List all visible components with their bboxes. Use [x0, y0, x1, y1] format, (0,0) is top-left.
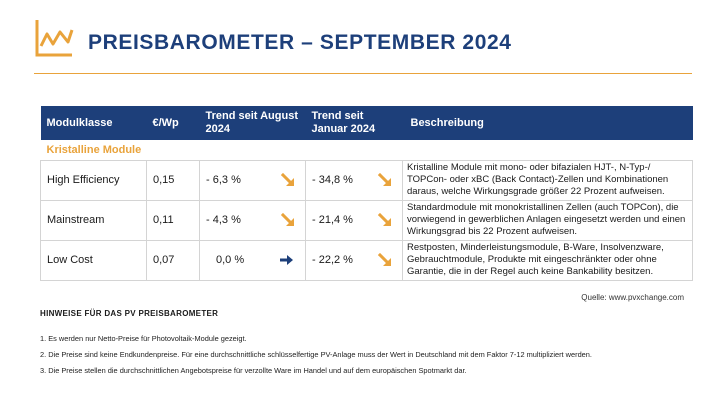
trend-value: - 34,8 % — [312, 174, 353, 186]
column-header-trend-januar: Trend seit Januar 2024 — [311, 110, 376, 135]
note-item: 3. Die Preise stellen die durchschnittli… — [40, 366, 467, 375]
cell-preis: 0,11 — [146, 200, 200, 241]
cell-trend-januar: - 34,8 % — [305, 160, 403, 201]
column-header-trend-august: Trend seit August 2024 — [205, 110, 299, 135]
cell-modulklasse: High Efficiency — [40, 160, 147, 201]
title-divider — [34, 73, 692, 74]
column-header-modulklasse: Modulklasse — [46, 116, 113, 129]
arrow-down-right-icon — [378, 213, 391, 226]
trend-value: 0,0 % — [216, 254, 245, 266]
table-header-row: Modulklasse €/Wp Trend seit August 2024 … — [40, 106, 693, 140]
cell-trend-august: - 4,3 % — [199, 200, 306, 241]
table-row: Mainstream 0,11 - 4,3 % - 21,4 % — [40, 200, 693, 241]
cell-modulklasse: Mainstream — [40, 200, 147, 241]
cell-preis: 0,07 — [146, 240, 200, 281]
cell-beschreibung: Standardmodule mit monokristallinen Zell… — [402, 200, 693, 241]
trend-value: - 21,4 % — [312, 214, 353, 226]
cell-beschreibung: Restposten, Minderleistungsmodule, B-War… — [402, 240, 693, 281]
arrow-down-right-icon — [378, 173, 391, 186]
trend-value: - 4,3 % — [206, 214, 241, 226]
price-table: Modulklasse €/Wp Trend seit August 2024 … — [40, 106, 693, 281]
column-header-preis: €/Wp — [152, 116, 179, 129]
arrow-right-icon — [280, 255, 293, 265]
column-header-beschreibung: Beschreibung — [410, 116, 484, 129]
cell-preis: 0,15 — [146, 160, 200, 201]
cell-trend-august: 0,0 % — [199, 240, 306, 281]
note-item: 1. Es werden nur Netto-Preise für Photov… — [40, 334, 247, 343]
cell-beschreibung: Kristalline Module mit mono- oder bifazi… — [402, 160, 693, 201]
source-label: Quelle: www.pvxchange.com — [581, 293, 684, 302]
table-row: High Efficiency 0,15 - 6,3 % - 34,8 % — [40, 160, 693, 201]
notes-heading: HINWEISE FÜR DAS PV PREISBAROMETER — [40, 309, 219, 318]
trend-value: - 6,3 % — [206, 174, 241, 186]
trend-chart-icon — [35, 20, 74, 57]
cell-modulklasse: Low Cost — [40, 240, 147, 281]
cell-trend-januar: - 21,4 % — [305, 200, 403, 241]
table-row: Low Cost 0,07 0,0 % - 22,2 % — [40, 240, 693, 281]
group-label: Kristalline Module — [40, 140, 693, 161]
arrow-down-right-icon — [281, 213, 294, 226]
note-item: 2. Die Preise sind keine Endkundenpreise… — [40, 350, 592, 359]
arrow-down-right-icon — [281, 173, 294, 186]
arrow-down-right-icon — [378, 253, 391, 266]
page-title: PREISBAROMETER – SEPTEMBER 2024 — [88, 31, 512, 54]
group-row: Kristalline Module — [40, 140, 693, 161]
cell-trend-januar: - 22,2 % — [305, 240, 403, 281]
cell-trend-august: - 6,3 % — [199, 160, 306, 201]
trend-value: - 22,2 % — [312, 254, 353, 266]
